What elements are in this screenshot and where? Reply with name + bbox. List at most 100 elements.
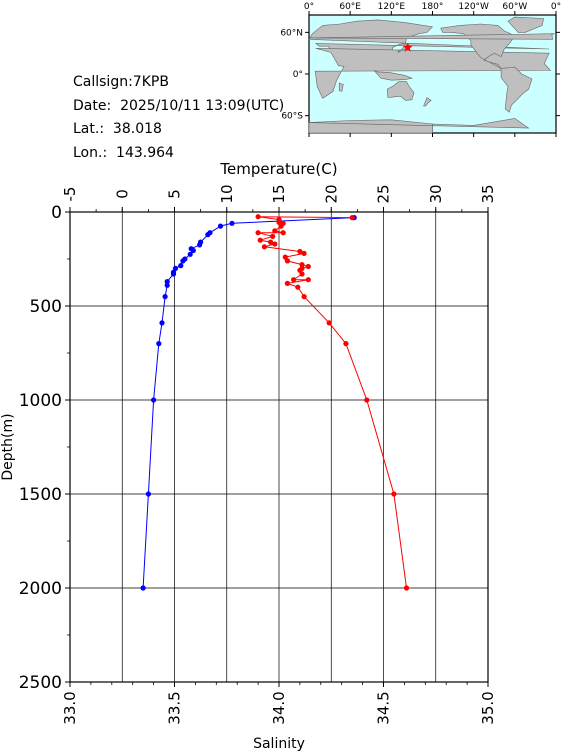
salinity-point	[257, 237, 263, 243]
y-axis-tick-label: 500	[30, 297, 62, 317]
uk	[309, 33, 555, 40]
map-labels: 0° 60°E 120°E 180° 120°W 60°W 0° 60°N 0° 60°S	[280, 2, 561, 122]
salinity-point	[272, 228, 278, 234]
salinity-point	[255, 214, 261, 220]
salinity-point	[278, 223, 284, 229]
latitude-text: Lat.: 38.018	[73, 121, 162, 137]
longitude-text: Lon.: 143.964	[73, 144, 174, 161]
temperature-point	[351, 215, 357, 221]
callsign-text: Callsign:7KPB	[73, 74, 169, 90]
salinity-point	[305, 277, 311, 283]
temperature-point	[217, 223, 224, 229]
map-land	[308, 16, 555, 134]
top-axis-tick-label: 15	[270, 184, 288, 203]
plot-frame	[69, 211, 489, 683]
map-lon-label: 180°	[422, 2, 444, 12]
station-info: Callsign:7KPB Date: 2025/10/11 13:09(UTC…	[73, 71, 284, 165]
salinity-point	[297, 248, 303, 255]
map-lon-label: 0°	[551, 2, 561, 12]
antarctica-west	[308, 118, 530, 134]
salinity-point	[297, 267, 303, 273]
salinity-point	[305, 263, 311, 270]
map-lon-label: 60°E	[339, 2, 361, 12]
series-layer	[140, 214, 410, 591]
salinity-point	[299, 262, 305, 268]
salinity-series	[255, 214, 410, 591]
salinity-point	[295, 284, 301, 290]
top-axis-tick-label: 5	[166, 189, 184, 199]
indonesia	[373, 70, 413, 81]
top-axis-tick-label: 30	[427, 184, 445, 203]
temperature-line	[142, 217, 355, 589]
temperature-point	[156, 341, 162, 347]
salinity-point	[280, 230, 286, 236]
temperature-point	[162, 294, 168, 300]
salinity-point	[282, 254, 288, 260]
salinity-point	[280, 220, 286, 226]
top-axis-tick-label: 10	[218, 184, 236, 203]
salinity-point	[284, 280, 290, 286]
temperature-point	[207, 230, 213, 236]
station-marker	[403, 42, 413, 52]
greenland	[507, 16, 544, 33]
temperature-point	[170, 271, 177, 277]
y-axis-tick-label: 2000	[19, 579, 62, 599]
map-lat-label: 60°N	[280, 28, 303, 38]
chart-grid	[69, 211, 489, 683]
new-zealand	[423, 97, 432, 107]
temperature-point	[198, 239, 204, 245]
salinity-point	[326, 320, 332, 326]
salinity-point	[364, 397, 370, 403]
bottom-axis-tick-label: 33.5	[166, 691, 184, 724]
salinity-point	[272, 241, 278, 247]
temperature-point	[178, 263, 184, 269]
temperature-point	[145, 491, 151, 497]
map-lat-label: 0°	[293, 70, 303, 80]
continent-australia	[386, 81, 415, 101]
temperature-point	[159, 320, 165, 326]
salinity-point	[284, 258, 290, 264]
top-axis-tick-label: -5	[61, 187, 79, 202]
bottom-axis-tick-label: 35.0	[479, 691, 497, 724]
map-lon-label: 0°	[304, 2, 314, 12]
salinity-point	[403, 585, 410, 591]
y-axis-tick-label: 2500	[19, 673, 62, 693]
temperature-point	[190, 247, 196, 254]
salinity-point	[270, 233, 276, 239]
bottom-axis-title: Salinity	[253, 736, 305, 751]
station-star-icon	[403, 42, 413, 52]
date-text: Date: 2025/10/11 13:09(UTC)	[73, 97, 285, 114]
map-lon-label: 120°W	[458, 2, 489, 12]
y-axis-tick-label: 0	[51, 203, 62, 223]
map-lon-label: 120°E	[378, 2, 406, 12]
salinity-point	[255, 230, 261, 236]
salinity-point	[299, 265, 305, 271]
top-axis-tick-label: 0	[113, 189, 131, 199]
salinity-point	[349, 215, 355, 221]
japan	[397, 42, 407, 54]
salinity-point	[291, 277, 297, 283]
temperature-point	[151, 397, 157, 403]
temperature-point	[188, 246, 194, 252]
y-axis-tick-label: 1000	[19, 391, 62, 411]
salinity-point	[301, 250, 307, 256]
temperature-point	[197, 242, 203, 248]
map-lat-label: 60°S	[281, 112, 303, 122]
salinity-point	[276, 216, 282, 223]
bottom-axis-tick-label: 33.0	[61, 691, 79, 724]
temperature-point	[164, 282, 170, 288]
madagascar	[338, 82, 344, 92]
map-frame	[305, 11, 560, 137]
temperature-point	[140, 585, 146, 591]
salinity-point	[299, 271, 305, 277]
temperature-point	[172, 265, 179, 271]
continent-south-america	[500, 66, 533, 113]
top-axis-tick-label: 35	[479, 184, 497, 203]
bottom-axis-tick-label: 34.0	[270, 691, 288, 724]
salinity-point	[343, 341, 349, 347]
salinity-point	[276, 219, 282, 225]
salinity-point	[261, 244, 267, 250]
temperature-point	[205, 232, 211, 238]
salinity-point	[301, 294, 307, 300]
